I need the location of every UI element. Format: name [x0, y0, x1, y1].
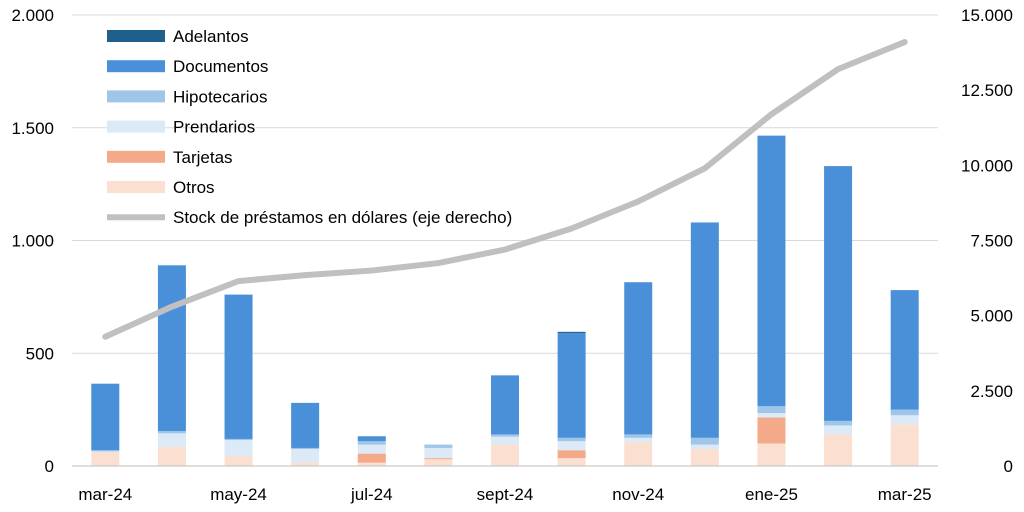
bar-segment-documentos-may-24 — [224, 294, 253, 439]
y-left-tick-label: 2.000 — [11, 6, 54, 25]
bar-segment-prendarios-oct-24 — [557, 441, 586, 451]
bar-segment-tarjetas-jul-24 — [357, 453, 386, 463]
bar-segment-otros-ene-25 — [757, 443, 786, 466]
bar-segment-hipotecarios-oct-24 — [557, 437, 586, 442]
legend-label: Adelantos — [173, 27, 249, 46]
y-left-tick-label: 500 — [26, 344, 54, 363]
bar-segment-tarjetas-oct-24 — [557, 450, 586, 459]
legend-label: Otros — [173, 178, 215, 197]
bar-segment-documentos-jul-24 — [357, 436, 386, 442]
bar-segment-prendarios-jul-24 — [357, 444, 386, 454]
x-tick-label: may-24 — [210, 485, 267, 504]
bar-segment-prendarios-dic-24 — [690, 444, 719, 450]
x-tick-label: ene-25 — [745, 485, 798, 504]
bar-segment-hipotecarios-dic-24 — [690, 437, 719, 445]
bar-segment-hipotecarios-mar-24 — [91, 450, 120, 452]
bar-segment-prendarios-nov-24 — [624, 437, 653, 443]
bar-segment-otros-nov-24 — [624, 442, 653, 466]
y-left-tick-label: 1.000 — [11, 232, 54, 251]
x-tick-label: nov-24 — [612, 485, 664, 504]
x-tick-label: mar-24 — [78, 485, 132, 504]
bar-segment-documentos-sept-24 — [491, 375, 519, 435]
bar-segment-documentos-mar-25 — [890, 290, 919, 410]
bar-segment-hipotecarios-may-24 — [224, 438, 253, 441]
bar-segment-documentos-oct-24 — [557, 332, 586, 438]
bar-segment-adelantos-oct-24 — [557, 331, 586, 333]
y-left-tick-label: 1.500 — [11, 119, 54, 138]
bar-segment-hipotecarios-ago-24 — [424, 444, 453, 448]
bar-segment-prendarios-may-24 — [224, 440, 253, 456]
y-axis-left: 0 500 1.000 1.500 2.000 — [11, 6, 54, 476]
legend-swatch — [107, 181, 165, 193]
bar-segment-tarjetas-ago-24 — [424, 458, 453, 460]
bar-segment-prendarios-ene-25 — [757, 413, 786, 418]
bar-segment-prendarios-mar-24 — [91, 451, 120, 453]
bar-segment-otros-abr-24 — [157, 446, 186, 466]
bar-segment-prendarios-ago-24 — [424, 447, 453, 459]
bar-segment-otros-mar-25 — [890, 424, 919, 466]
bar-segment-prendarios-mar-25 — [890, 415, 919, 425]
legend-label: Documentos — [173, 57, 268, 76]
bar-segment-prendarios-abr-24 — [157, 433, 186, 447]
bar-segment-tarjetas-ene-25 — [757, 417, 786, 444]
bar-segment-otros-jun-24 — [291, 462, 320, 466]
bars — [91, 135, 919, 466]
legend-label: Prendarios — [173, 118, 255, 137]
x-axis: mar-24 may-24 jul-24 sept-24 nov-24 ene-25 mar… — [78, 485, 931, 504]
y-right-tick-label: 0 — [1004, 457, 1013, 476]
bar-segment-otros-ago-24 — [424, 459, 453, 466]
legend-swatch — [107, 60, 165, 73]
legend-swatch — [107, 30, 165, 42]
y-right-tick-label: 15.000 — [961, 6, 1013, 25]
bar-segment-documentos-jun-24 — [291, 402, 320, 448]
legend-label: Hipotecarios — [173, 87, 268, 106]
bar-segment-otros-sept-24 — [491, 444, 519, 466]
x-tick-label: jul-24 — [350, 485, 393, 504]
y-left-tick-label: 0 — [45, 457, 54, 476]
bar-segment-hipotecarios-nov-24 — [624, 434, 653, 438]
legend-label: Tarjetas — [173, 148, 233, 167]
y-axis-right: 0 2.500 5.000 7.500 10.000 12.500 15.000 — [961, 6, 1013, 476]
bar-segment-otros-jul-24 — [357, 462, 386, 466]
bar-segment-documentos-ene-25 — [757, 135, 786, 407]
y-right-tick-label: 5.000 — [970, 307, 1013, 326]
y-right-tick-label: 2.500 — [970, 382, 1013, 401]
bar-segment-hipotecarios-sept-24 — [491, 434, 519, 437]
bar-segment-otros-oct-24 — [557, 458, 586, 466]
y-right-tick-label: 7.500 — [970, 232, 1013, 251]
bar-segment-hipotecarios-mar-25 — [890, 409, 919, 416]
bar-segment-hipotecarios-abr-24 — [157, 431, 186, 434]
x-tick-label: sept-24 — [477, 485, 534, 504]
bar-segment-documentos-dic-24 — [690, 222, 719, 438]
line-series-stock — [102, 39, 908, 340]
stock-line — [102, 39, 908, 340]
bar-segment-documentos-nov-24 — [624, 282, 653, 435]
legend-swatch — [107, 90, 165, 103]
legend-swatch — [107, 120, 165, 133]
y-right-tick-label: 10.000 — [961, 156, 1013, 175]
x-tick-label: mar-25 — [878, 485, 932, 504]
bar-segment-documentos-abr-24 — [157, 265, 186, 432]
bar-segment-hipotecarios-ene-25 — [757, 406, 786, 414]
bar-segment-prendarios-feb-25 — [824, 425, 853, 435]
legend-label: Stock de préstamos en dólares (eje derec… — [173, 208, 512, 227]
bar-segment-documentos-mar-24 — [91, 383, 120, 451]
legend: Adelantos Documentos Hipotecarios Prendario… — [107, 27, 512, 227]
legend-swatch — [107, 150, 165, 163]
bar-segment-otros-mar-24 — [91, 452, 120, 466]
bar-segment-documentos-feb-25 — [824, 166, 853, 421]
bar-segment-prendarios-sept-24 — [491, 436, 519, 445]
bar-segment-otros-dic-24 — [690, 449, 719, 466]
y-right-tick-label: 12.500 — [961, 81, 1013, 100]
bar-segment-otros-may-24 — [224, 455, 253, 466]
bar-segment-prendarios-jun-24 — [291, 449, 320, 463]
bar-segment-hipotecarios-feb-25 — [824, 420, 853, 426]
bar-segment-hipotecarios-jul-24 — [357, 441, 386, 445]
bar-segment-hipotecarios-jun-24 — [291, 447, 320, 450]
bar-segment-otros-feb-25 — [824, 434, 853, 466]
gridlines — [72, 14, 938, 354]
